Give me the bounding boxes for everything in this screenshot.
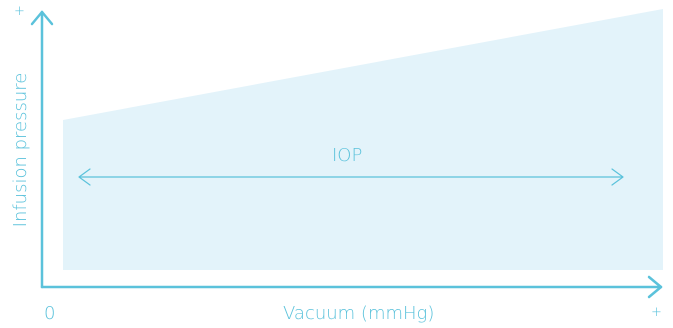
- x-axis: [40, 275, 663, 299]
- x-axis-end-label: +: [651, 305, 662, 320]
- x-axis-label: Vacuum (mmHg): [283, 303, 435, 324]
- y-axis: [30, 10, 54, 289]
- pressure-region: [63, 9, 663, 270]
- arrow-right-icon: [647, 275, 663, 299]
- arrow-up-icon: [30, 10, 54, 26]
- x-axis-origin-label: 0: [44, 303, 56, 324]
- double-headed-arrow-icon: [78, 168, 624, 186]
- iop-label: IOP: [332, 145, 363, 166]
- y-axis-end-label: +: [14, 4, 25, 19]
- y-axis-label: Infusion pressure: [10, 72, 31, 228]
